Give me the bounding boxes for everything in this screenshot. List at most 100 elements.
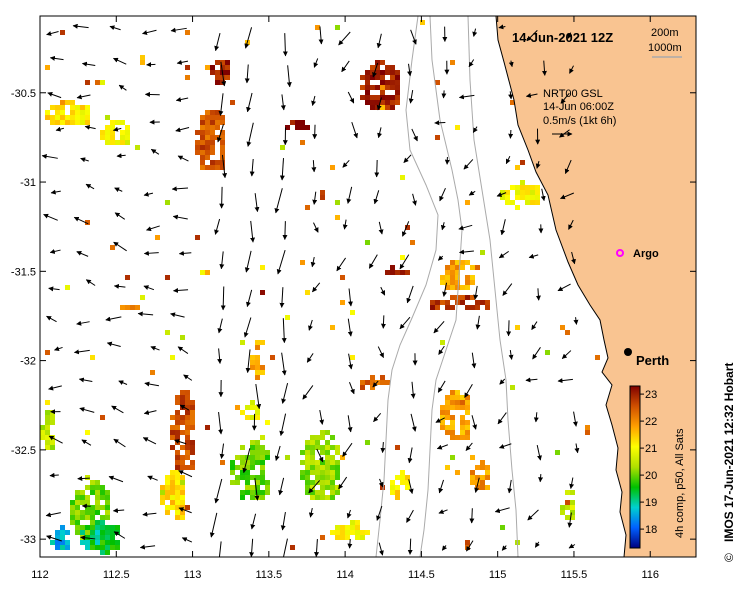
sst-cell <box>205 125 210 130</box>
sst-cell <box>110 540 115 545</box>
current-arrow <box>72 23 89 29</box>
current-arrow <box>113 531 126 539</box>
sst-cell <box>95 530 100 535</box>
sst-cell <box>255 345 260 350</box>
sst-cell <box>365 530 370 535</box>
sst-cell <box>485 485 490 490</box>
sst-cell <box>450 285 455 290</box>
sst-cell <box>260 265 265 270</box>
sst-cell <box>100 535 105 540</box>
sst-cell <box>450 60 455 65</box>
current-arrow <box>49 472 59 478</box>
sst-cell <box>360 85 365 90</box>
sst-cell <box>175 490 180 495</box>
current-arrow <box>279 413 287 437</box>
current-arrow <box>569 65 574 74</box>
sst-cell <box>475 265 480 270</box>
sst-cell <box>70 105 75 110</box>
sst-cell <box>120 135 125 140</box>
colorbar-ramp <box>629 385 641 549</box>
sst-cell <box>110 130 115 135</box>
current-arrow <box>302 385 314 400</box>
sst-cell <box>450 280 455 285</box>
sst-cell <box>465 400 470 405</box>
current-arrow <box>411 128 418 142</box>
sst-patches <box>40 20 600 555</box>
sst-cell <box>185 435 190 440</box>
current-arrow <box>147 475 158 481</box>
sst-cell <box>95 510 100 515</box>
current-arrow <box>276 249 286 275</box>
current-arrow <box>143 410 157 415</box>
sst-cell <box>485 470 490 475</box>
sst-cell <box>135 145 140 150</box>
current-arrow <box>536 444 542 461</box>
sst-cell <box>215 110 220 115</box>
sst-cell <box>170 500 175 505</box>
sst-cell <box>520 195 525 200</box>
sst-cell <box>180 420 185 425</box>
sst-cell <box>180 490 185 495</box>
sst-cell <box>450 435 455 440</box>
sst-cell <box>390 100 395 105</box>
sst-cell <box>135 305 140 310</box>
current-arrow <box>463 159 474 170</box>
current-source-line2: 14-Jun 06:00Z <box>543 101 614 113</box>
sst-cell <box>335 200 340 205</box>
sst-cell <box>510 100 515 105</box>
current-arrow <box>373 413 382 423</box>
sst-cell <box>205 120 210 125</box>
sst-cell <box>250 400 255 405</box>
sst-cell <box>175 470 180 475</box>
sst-cell <box>270 355 275 360</box>
sst-cell <box>315 470 320 475</box>
sst-cell <box>175 485 180 490</box>
sst-cell <box>375 60 380 65</box>
sst-cell <box>420 20 425 25</box>
current-arrow <box>557 283 571 292</box>
current-arrow <box>47 92 62 99</box>
sst-cell <box>80 500 85 505</box>
sst-cell <box>325 480 330 485</box>
sst-cell <box>95 490 100 495</box>
copyright-symbol: © <box>722 553 736 562</box>
contour-legend-200m: 200m <box>651 27 679 39</box>
sst-cell <box>200 130 205 135</box>
sst-cell <box>90 510 95 515</box>
current-arrow <box>541 60 547 76</box>
sst-cell <box>85 105 90 110</box>
sst-cell <box>460 420 465 425</box>
sst-cell <box>370 380 375 385</box>
x-tick-label: 112.5 <box>103 569 130 581</box>
x-tick-label: 116 <box>641 569 659 581</box>
sst-cell <box>75 500 80 505</box>
current-arrow <box>506 320 512 337</box>
current-arrow <box>246 122 254 147</box>
current-arrow <box>46 315 57 323</box>
sst-cell <box>450 275 455 280</box>
current-arrow <box>376 33 382 49</box>
sst-cell <box>180 475 185 480</box>
current-arrow <box>373 190 380 205</box>
sst-cell <box>570 515 575 520</box>
sst-cell <box>500 190 505 195</box>
sst-cell <box>255 460 260 465</box>
sst-cell <box>260 365 265 370</box>
sst-cell <box>310 450 315 455</box>
sst-cell <box>530 200 535 205</box>
sst-cell <box>175 400 180 405</box>
sst-cell <box>375 100 380 105</box>
sst-cell <box>370 105 375 110</box>
current-arrow <box>55 126 65 132</box>
sst-cell <box>360 530 365 535</box>
sst-cell <box>450 425 455 430</box>
sst-cell <box>320 465 325 470</box>
current-arrow <box>181 537 193 543</box>
sst-cell <box>335 490 340 495</box>
current-arrow <box>474 477 480 493</box>
sst-cell <box>465 260 470 265</box>
current-arrow <box>46 31 59 36</box>
sst-cell <box>85 485 90 490</box>
current-arrow <box>219 251 225 270</box>
sst-cell <box>175 420 180 425</box>
